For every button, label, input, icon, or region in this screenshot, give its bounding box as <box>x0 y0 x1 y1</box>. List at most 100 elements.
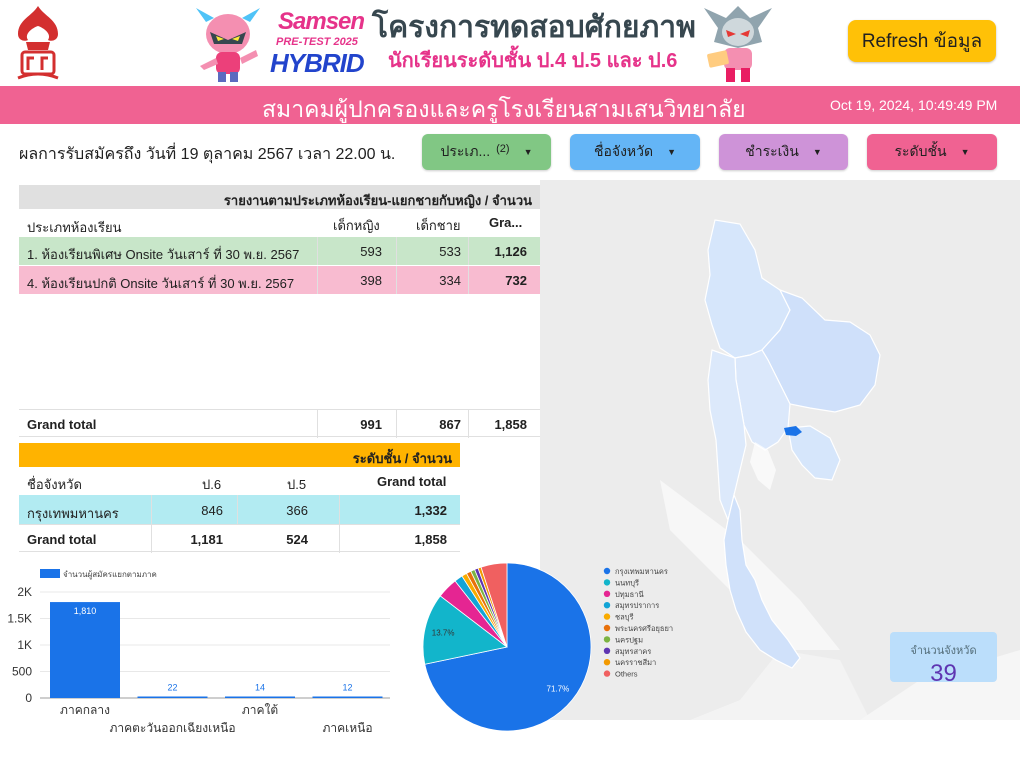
bar-value-label: 14 <box>255 683 265 693</box>
legend-dot <box>603 624 611 632</box>
legend-label: Others <box>615 670 638 679</box>
page-subtitle: นักเรียนระดับชั้น ป.4 ป.5 และ ป.6 <box>388 50 678 72</box>
pie-slice-กรุงเทพมหานคร[interactable] <box>424 562 592 732</box>
column-header[interactable]: ป.6 <box>202 477 222 492</box>
table-row: กรุงเทพมหานคร 846 366 1,332 <box>19 495 460 524</box>
total-value: 1,332 <box>414 503 447 518</box>
classroom-grand-total-row: Grand total 991 867 1,858 <box>19 409 540 438</box>
legend-dot <box>603 613 611 620</box>
grand-total-p5: 524 <box>286 532 308 547</box>
column-header[interactable]: เด็กหญิง <box>333 218 380 233</box>
legend-label: จำนวนผู้สมัครแยกตามภาค <box>63 570 157 580</box>
p6-value: 846 <box>201 503 223 518</box>
hybrid-word: HYBRID <box>270 48 365 78</box>
y-tick-label: 2K <box>17 585 32 599</box>
column-header[interactable]: Gra... <box>489 215 523 230</box>
x-category-label: ภาคเหนือ <box>322 721 372 735</box>
total-value: 1,126 <box>494 244 527 259</box>
grand-total-all: 1,858 <box>494 417 527 432</box>
pie-slice-Others[interactable] <box>480 562 508 648</box>
y-tick-label: 1.5K <box>7 612 32 626</box>
total-value: 732 <box>505 273 527 288</box>
map-canvas <box>540 180 1020 720</box>
x-category-label: ภาคใต้ <box>242 703 278 717</box>
filter-payment[interactable]: ชำระเงิน ▼ <box>719 134 848 170</box>
x-category-label: ภาคกลาง <box>60 703 110 717</box>
x-category-label: ภาคตะวันออกเฉียงเหนือ <box>109 721 235 735</box>
row-label: 4. ห้องเรียนปกติ Onsite วันเสาร์ ที่ 30 … <box>27 276 295 291</box>
map-bangkok-highlight[interactable] <box>784 426 802 436</box>
column-header[interactable]: ชื่อจังหวัด <box>27 477 82 492</box>
association-name: สมาคมผู้ปกครองและครูโรงเรียนสามเสนวิทยาล… <box>262 96 746 122</box>
filter-label: ชื่อจังหวัด <box>593 143 654 159</box>
page-title: โครงการทดสอบศักยภาพ <box>372 11 696 44</box>
legend-dot <box>603 567 611 575</box>
y-tick-label: 500 <box>12 665 32 679</box>
pretest-word: PRE-TEST 2025 <box>276 36 358 48</box>
bar-ภาคเหนือ[interactable] <box>312 696 383 699</box>
map-region-northeast[interactable] <box>761 288 881 413</box>
grand-total-label: Grand total <box>27 417 97 432</box>
association-bar: สมาคมผู้ปกครองและครูโรงเรียนสามเสนวิทยาล… <box>0 86 1020 124</box>
legend-label: ชลบุรี <box>615 613 633 622</box>
samsen-word: Samsen <box>278 8 365 35</box>
header: Samsen PRE-TEST 2025 HYBRID โครงการทดสอบ… <box>0 0 1020 86</box>
column-header[interactable]: ป.5 <box>287 477 307 492</box>
filter-count: (2) <box>496 143 510 155</box>
legend-dot <box>603 602 611 609</box>
caret-down-icon: ▼ <box>812 147 822 157</box>
kpi-value: 39 <box>930 660 957 687</box>
mascot-left-image <box>196 8 260 82</box>
bar-ภาคใต้[interactable] <box>225 696 295 699</box>
bar-value-label: 1,810 <box>74 606 97 616</box>
bar-ภาคตะวันออกเฉียงเหนือ[interactable] <box>137 696 208 699</box>
map-region-east[interactable] <box>787 425 841 481</box>
map-region-south[interactable] <box>723 493 801 669</box>
boys-value: 533 <box>439 244 461 259</box>
bar-ภาคกลาง[interactable] <box>50 602 120 698</box>
legend-dot <box>603 659 611 666</box>
registration-note: ผลการรับสมัครถึง วันที่ 19 ตุลาคม 2567 เ… <box>19 146 396 163</box>
filter-classroom-type[interactable]: ประเภ... (2) ▼ <box>422 134 551 170</box>
bar-value-label: 12 <box>342 683 352 693</box>
legend-dot <box>603 636 611 643</box>
grand-total-p6: 1,181 <box>190 532 223 547</box>
legend-dot <box>603 670 611 677</box>
caret-down-icon: ▼ <box>523 147 533 157</box>
province-count-card: จำนวนจังหวัด 39 <box>890 632 997 687</box>
caret-down-icon: ▼ <box>667 147 677 157</box>
row-label: 1. ห้องเรียนพิเศษ Onsite วันเสาร์ ที่ 30… <box>27 247 300 262</box>
level-grand-total-row: Grand total 1,181 524 1,858 <box>19 524 460 553</box>
legend-dot <box>603 590 611 597</box>
legend-label: พระนครศรีอยุธยา <box>615 624 673 633</box>
datetime-label: Oct 19, 2024, 10:49:49 PM <box>830 97 998 113</box>
legend-label: สมุทรสาคร <box>615 647 651 656</box>
filter-grade-level[interactable]: ระดับชั้น ▼ <box>867 134 997 170</box>
level-table-header: ชื่อจังหวัด ป.6 ป.5 Grand total <box>19 468 460 494</box>
column-header[interactable]: ประเภทห้องเรียน <box>27 220 122 235</box>
table-row: 4. ห้องเรียนปกติ Onsite วันเสาร์ ที่ 30 … <box>19 266 540 294</box>
refresh-button[interactable]: Refresh ข้อมูล <box>848 20 996 62</box>
pie-slice-นนทบุรี[interactable] <box>422 595 508 665</box>
mascot-right-image <box>704 6 772 82</box>
level-table-title: ระดับชั้น / จำนวน <box>19 443 460 467</box>
province-pie-chart: 71.7% 13.7% กรุงเทพมหานครนนทบุรีปทุมธานีสม… <box>422 562 673 732</box>
grand-total-boys: 867 <box>439 417 461 432</box>
samsen-pretest-hybrid-logo: Samsen PRE-TEST 2025 HYBRID <box>270 8 365 78</box>
y-tick-label: 0 <box>25 691 32 705</box>
p5-value: 366 <box>286 503 308 518</box>
legend-label: นครปฐม <box>615 635 643 644</box>
region-bar-chart: จำนวนผู้สมัครแยกตามภาค 0 500 1K 1.5K 2K 1,810 ภ… <box>7 569 390 735</box>
filter-province[interactable]: ชื่อจังหวัด ▼ <box>570 134 700 170</box>
column-header[interactable]: Grand total <box>377 474 447 489</box>
girls-value: 593 <box>360 244 382 259</box>
table-row: 1. ห้องเรียนพิเศษ Onsite วันเสาร์ ที่ 30… <box>19 237 540 265</box>
filter-label: ระดับชั้น <box>894 143 947 159</box>
classroom-table-title: รายงานตามประเภทห้องเรียน-แยกชายกับหญิง /… <box>19 185 540 209</box>
caret-down-icon: ▼ <box>960 147 970 157</box>
grand-total-girls: 991 <box>360 417 382 432</box>
legend-label: สมุทรปราการ <box>615 601 659 610</box>
legend-label: นนทบุรี <box>615 578 639 587</box>
thailand-map[interactable] <box>540 180 1020 720</box>
column-header[interactable]: เด็กชาย <box>416 218 461 233</box>
